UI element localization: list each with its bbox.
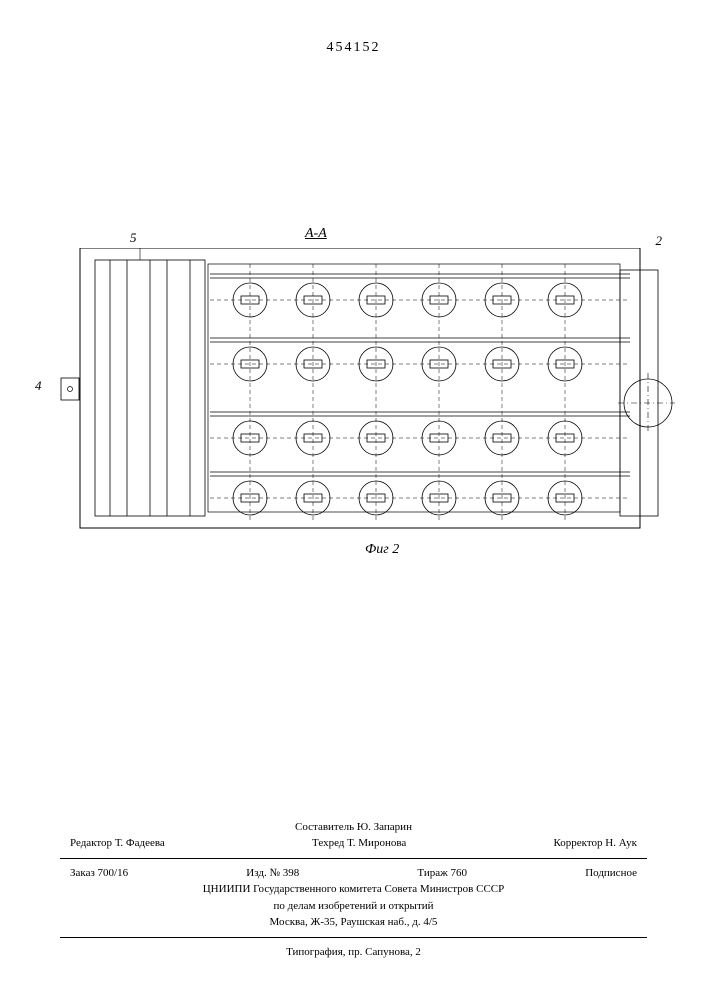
callout-2: 2	[656, 233, 663, 249]
techred: Техред Т. Миронова	[312, 835, 406, 852]
fig-label: Фиг 2	[365, 542, 399, 558]
editor: Редактор Т. Фадеева	[70, 835, 165, 852]
corrector: Корректор Н. Аук	[554, 835, 637, 852]
page-number: 454152	[327, 40, 381, 56]
org1: ЦНИИПИ Государственного комитета Совета …	[0, 881, 707, 898]
order: Заказ 700/16	[70, 865, 128, 882]
pub-row: Заказ 700/16 Изд. № 398 Тираж 760 Подпис…	[0, 865, 707, 882]
izd: Изд. № 398	[246, 865, 299, 882]
footer: Составитель Ю. Запарин Редактор Т. Фадее…	[0, 819, 707, 961]
credits-row: Редактор Т. Фадеева Техред Т. Миронова К…	[0, 835, 707, 852]
section-label: А-А	[305, 226, 327, 242]
callout-5: 5	[130, 230, 137, 246]
diagram: А-А 5 2 4 Фиг 2	[55, 248, 665, 538]
addr: Москва, Ж-35, Раушская наб., д. 4/5	[0, 914, 707, 931]
org2: по делам изобретений и открытий	[0, 898, 707, 915]
typo: Типография, пр. Сапунова, 2	[0, 944, 707, 961]
composer-line: Составитель Ю. Запарин	[0, 819, 707, 836]
subscr: Подписное	[585, 865, 637, 882]
callout-4: 4	[35, 378, 42, 394]
tirazh: Тираж 760	[417, 865, 467, 882]
diagram-svg	[55, 248, 675, 538]
